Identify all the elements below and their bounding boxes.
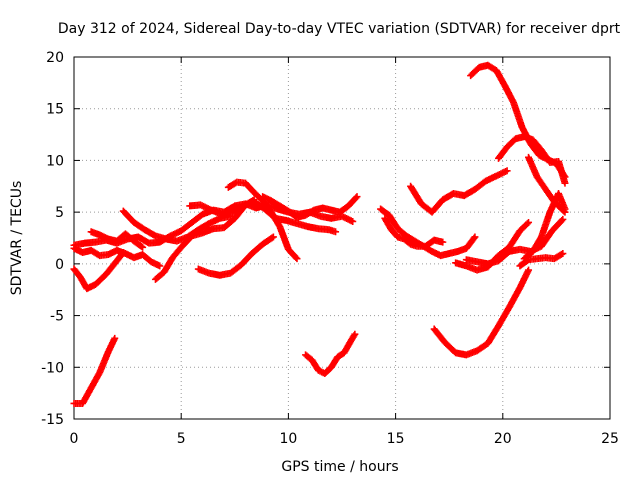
y-tick-label: 5: [55, 205, 64, 221]
x-axis-label: GPS time / hours: [281, 459, 398, 475]
sdtvar-chart: Day 312 of 2024, Sidereal Day-to-day VTE…: [0, 0, 640, 480]
x-tick-label: 20: [494, 431, 512, 447]
x-tick-label: 25: [601, 431, 619, 447]
y-tick-label: 10: [46, 153, 64, 169]
y-tick-label: -5: [50, 309, 64, 325]
y-tick-label: 20: [46, 50, 64, 66]
x-tick-label: 0: [70, 431, 79, 447]
x-tick-label: 10: [279, 431, 297, 447]
y-tick-label: 0: [55, 257, 64, 273]
y-tick-label: -15: [41, 412, 64, 428]
chart-title: Day 312 of 2024, Sidereal Day-to-day VTE…: [58, 21, 621, 37]
y-axis-label: SDTVAR / TECUs: [9, 181, 25, 296]
y-tick-label: 15: [46, 102, 64, 118]
x-tick-label: 15: [387, 431, 405, 447]
x-tick-label: 5: [177, 431, 186, 447]
y-tick-label: -10: [41, 360, 64, 376]
